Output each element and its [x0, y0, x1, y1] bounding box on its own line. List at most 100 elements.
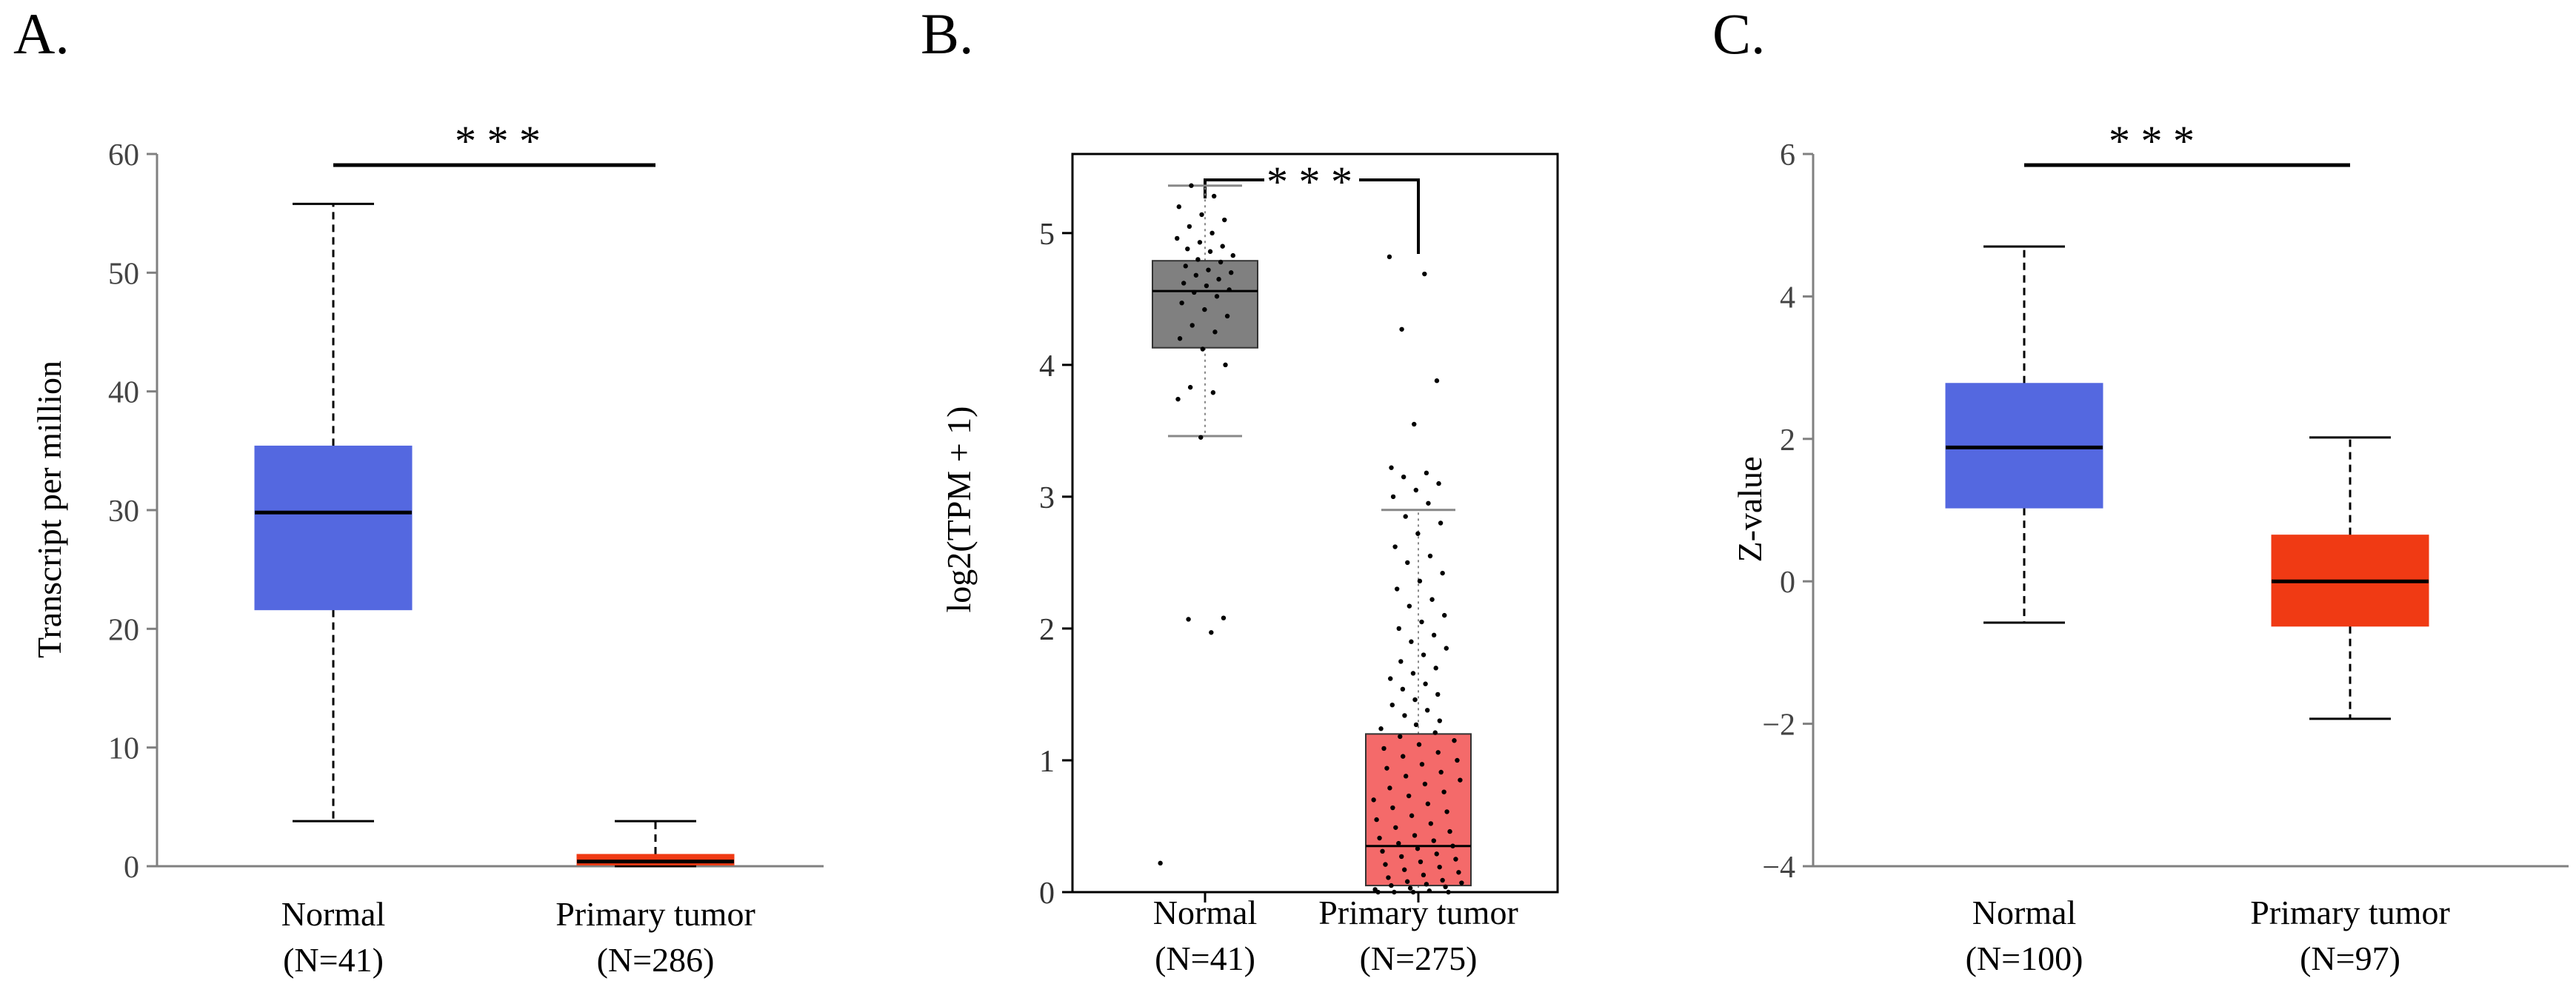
data-point-normal: [1199, 212, 1204, 218]
y-tick-label: 60: [108, 138, 139, 173]
data-point-tumor: [1422, 271, 1427, 277]
y-tick-label: 2: [1039, 613, 1055, 647]
x-tick-label-tumor: Primary tumor: [555, 895, 755, 933]
y-tick-label: 4: [1780, 281, 1795, 315]
data-point-tumor: [1401, 474, 1407, 480]
y-tick-label: 10: [108, 732, 139, 766]
data-point-normal: [1211, 193, 1217, 199]
data-point-tumor: [1435, 750, 1441, 755]
data-point-normal: [1218, 259, 1224, 265]
data-point-normal: [1185, 246, 1190, 252]
data-point-tumor: [1403, 514, 1408, 519]
y-tick-label: 4: [1039, 349, 1055, 384]
data-point-tumor: [1371, 797, 1376, 803]
panel-label: C.: [1712, 1, 1766, 66]
significance-bracket: [1204, 178, 1420, 254]
data-point-tumor: [1453, 857, 1458, 862]
data-point-tumor: [1428, 821, 1434, 826]
data-point-tumor: [1436, 480, 1441, 486]
x-tick-label-tumor: Primary tumor: [1318, 894, 1518, 931]
data-point-tumor: [1381, 746, 1387, 751]
data-point-tumor: [1405, 560, 1410, 566]
panel-c: C. Z-value * * * −4 −2 0 2 4 6 Normal (N=100)…: [1712, 1, 2569, 977]
data-point-tumor: [1438, 769, 1444, 775]
y-tick-label: 0: [1780, 566, 1795, 600]
data-point-tumor: [1415, 846, 1421, 851]
data-point-tumor: [1429, 597, 1435, 602]
data-point-tumor: [1400, 686, 1406, 692]
data-point-normal: [1209, 630, 1214, 635]
y-tick-label: 0: [124, 851, 139, 885]
panel-b: B. log2(TPM + 1) * * * 0 1 2 3 4 5 Normal (N=…: [921, 1, 1559, 977]
data-point-tumor: [1412, 833, 1418, 838]
data-point-tumor: [1422, 781, 1428, 787]
data-point-tumor: [1440, 570, 1445, 576]
data-point-normal: [1195, 257, 1201, 262]
x-tick-n-normal: (N=41): [1155, 940, 1255, 977]
data-point-normal: [1221, 615, 1227, 620]
data-point-tumor: [1403, 774, 1409, 779]
data-point-tumor: [1401, 754, 1406, 759]
plot-area: 0 1 2 3 4 5: [1039, 153, 1559, 911]
data-point-tumor: [1398, 659, 1404, 664]
data-point-tumor: [1432, 730, 1438, 735]
data-point-tumor: [1410, 671, 1416, 676]
data-point-tumor: [1416, 742, 1422, 747]
data-point-tumor: [1394, 586, 1400, 592]
data-point-normal: [1181, 281, 1187, 286]
data-point-tumor: [1437, 864, 1442, 870]
data-point-tumor: [1412, 421, 1417, 427]
data-point-tumor: [1390, 494, 1396, 500]
panel-a: A. Transcript per million * * * 0 10 20 30 4…: [13, 1, 824, 979]
data-point-tumor: [1434, 378, 1440, 384]
y-tick-label: 50: [108, 257, 139, 291]
data-point-tumor: [1458, 777, 1463, 783]
data-point-tumor: [1404, 879, 1410, 884]
data-point-tumor: [1452, 738, 1457, 743]
data-point-tumor: [1435, 691, 1441, 697]
data-point-tumor: [1455, 757, 1460, 763]
y-axis-label: log2(TPM + 1): [940, 406, 978, 613]
data-point-tumor: [1409, 813, 1415, 818]
data-point-normal: [1216, 276, 1221, 282]
data-point-normal: [1189, 183, 1194, 188]
data-point-normal: [1189, 323, 1195, 328]
box-normal: [254, 445, 413, 611]
data-point-normal: [1209, 230, 1215, 236]
y-tick-label: 40: [108, 376, 139, 410]
panel-label: B.: [921, 1, 974, 66]
y-tick-label: 30: [108, 495, 139, 529]
data-point-tumor: [1431, 632, 1437, 638]
data-point-normal: [1198, 435, 1204, 440]
data-point-tumor: [1441, 789, 1447, 794]
y-tick-label: −2: [1762, 709, 1795, 743]
data-point-tumor: [1443, 884, 1448, 890]
panel-label: A.: [13, 1, 70, 66]
data-point-normal: [1193, 272, 1199, 278]
data-point-normal: [1229, 270, 1234, 275]
data-point-tumor: [1390, 805, 1395, 811]
data-point-tumor: [1392, 544, 1398, 549]
data-point-tumor: [1407, 885, 1413, 891]
data-point-tumor: [1378, 726, 1384, 731]
x-tick-n-tumor: (N=286): [597, 941, 715, 979]
data-point-tumor: [1433, 666, 1438, 671]
data-point-tumor: [1374, 817, 1379, 823]
data-point-tumor: [1456, 870, 1461, 875]
data-point-normal: [1187, 384, 1193, 390]
data-point-normal: [1187, 224, 1192, 230]
data-point-tumor: [1406, 793, 1412, 799]
data-point-tumor: [1380, 848, 1385, 854]
data-point-tumor: [1375, 889, 1381, 895]
x-tick-n-normal: (N=100): [1966, 940, 2083, 977]
data-point-tumor: [1415, 531, 1421, 536]
data-point-tumor: [1450, 843, 1455, 848]
data-point-tumor: [1459, 880, 1464, 885]
data-point-tumor: [1440, 877, 1445, 883]
data-point-normal: [1230, 252, 1235, 258]
data-point-normal: [1176, 204, 1181, 210]
y-tick-label: 5: [1039, 218, 1055, 252]
data-point-normal: [1200, 346, 1205, 352]
data-point-tumor: [1421, 652, 1427, 657]
data-point-tumor: [1389, 702, 1395, 708]
